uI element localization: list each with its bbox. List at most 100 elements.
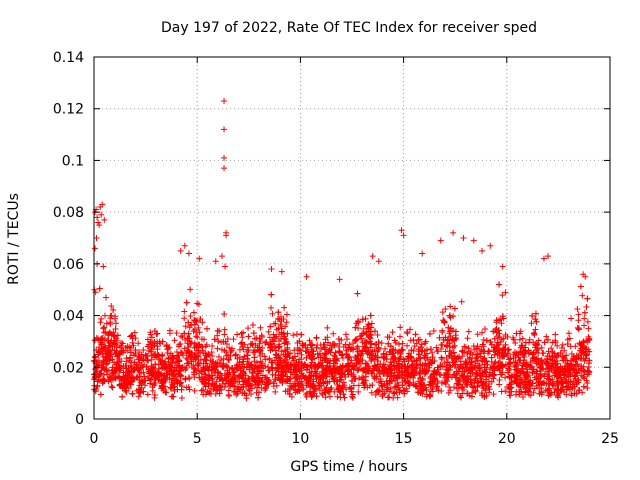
data-point [519, 394, 526, 401]
data-point [404, 378, 411, 385]
data-point [309, 383, 316, 390]
data-point [221, 154, 228, 161]
data-point [342, 341, 349, 348]
data-point [176, 358, 183, 365]
data-point [220, 338, 227, 345]
data-point [525, 350, 532, 357]
data-point [212, 366, 219, 373]
data-point [455, 381, 462, 388]
data-point [282, 388, 289, 395]
data-point [230, 336, 237, 343]
data-point [162, 358, 169, 365]
data-point [94, 383, 101, 390]
data-point [130, 352, 137, 359]
data-point [306, 337, 313, 344]
data-point [477, 353, 484, 360]
data-point [334, 393, 341, 400]
data-point [182, 375, 189, 382]
data-point [527, 359, 534, 366]
data-point [436, 334, 443, 341]
data-point [477, 375, 484, 382]
data-point [284, 373, 291, 380]
data-point [103, 367, 110, 374]
y-tick-label: 0.12 [53, 102, 84, 118]
data-point [140, 369, 147, 376]
data-point [331, 388, 338, 395]
data-point [491, 367, 498, 374]
data-point [465, 328, 472, 335]
data-point [408, 347, 415, 354]
data-point [438, 354, 445, 361]
data-point [584, 295, 591, 302]
data-point [268, 266, 275, 273]
data-point [491, 335, 498, 342]
data-point [337, 371, 344, 378]
data-point [209, 342, 216, 349]
data-point [183, 384, 190, 391]
data-point [479, 247, 486, 254]
data-point [581, 375, 588, 382]
data-point [505, 365, 512, 372]
data-point [459, 348, 466, 355]
data-point [93, 363, 100, 370]
data-point [175, 362, 182, 369]
data-point [546, 385, 553, 392]
data-point [465, 345, 472, 352]
data-point [419, 387, 426, 394]
data-point [384, 334, 391, 341]
data-point [200, 364, 207, 371]
data-point [224, 335, 231, 342]
data-point [205, 366, 212, 373]
data-point [265, 377, 272, 384]
data-point [298, 378, 305, 385]
data-point [552, 339, 559, 346]
data-point [444, 378, 451, 385]
data-point [580, 344, 587, 351]
data-point [103, 356, 110, 363]
data-point [159, 351, 166, 358]
y-tick-label: 0.14 [53, 50, 84, 66]
data-point [300, 372, 307, 379]
data-point [234, 355, 241, 362]
data-point [310, 373, 317, 380]
data-point [464, 350, 471, 357]
data-point [139, 363, 146, 370]
data-point [499, 313, 506, 320]
data-point [533, 355, 540, 362]
data-point [278, 325, 285, 332]
data-point [331, 342, 338, 349]
data-point [491, 360, 498, 367]
data-point [183, 365, 190, 372]
data-point [572, 343, 579, 350]
data-point [240, 358, 247, 365]
data-point [497, 362, 504, 369]
data-point [472, 388, 479, 395]
data-point [384, 386, 391, 393]
data-point [270, 338, 277, 345]
data-point [222, 380, 229, 387]
data-point [330, 330, 337, 337]
data-point [355, 319, 362, 326]
data-point [366, 328, 373, 335]
data-point [181, 315, 188, 322]
data-point [451, 384, 458, 391]
data-point [447, 303, 454, 310]
data-point [278, 368, 285, 375]
data-point [379, 383, 386, 390]
data-point [481, 393, 488, 400]
data-point [133, 361, 140, 368]
data-point [331, 378, 338, 385]
data-point [441, 318, 448, 325]
data-point [232, 351, 239, 358]
data-point [293, 373, 300, 380]
data-point [312, 385, 319, 392]
data-point [440, 336, 447, 343]
data-point [140, 346, 147, 353]
data-point [442, 348, 449, 355]
data-point [184, 347, 191, 354]
data-point [283, 319, 290, 326]
data-point [514, 376, 521, 383]
data-point [543, 333, 550, 340]
data-point [418, 341, 425, 348]
data-point [310, 348, 317, 355]
